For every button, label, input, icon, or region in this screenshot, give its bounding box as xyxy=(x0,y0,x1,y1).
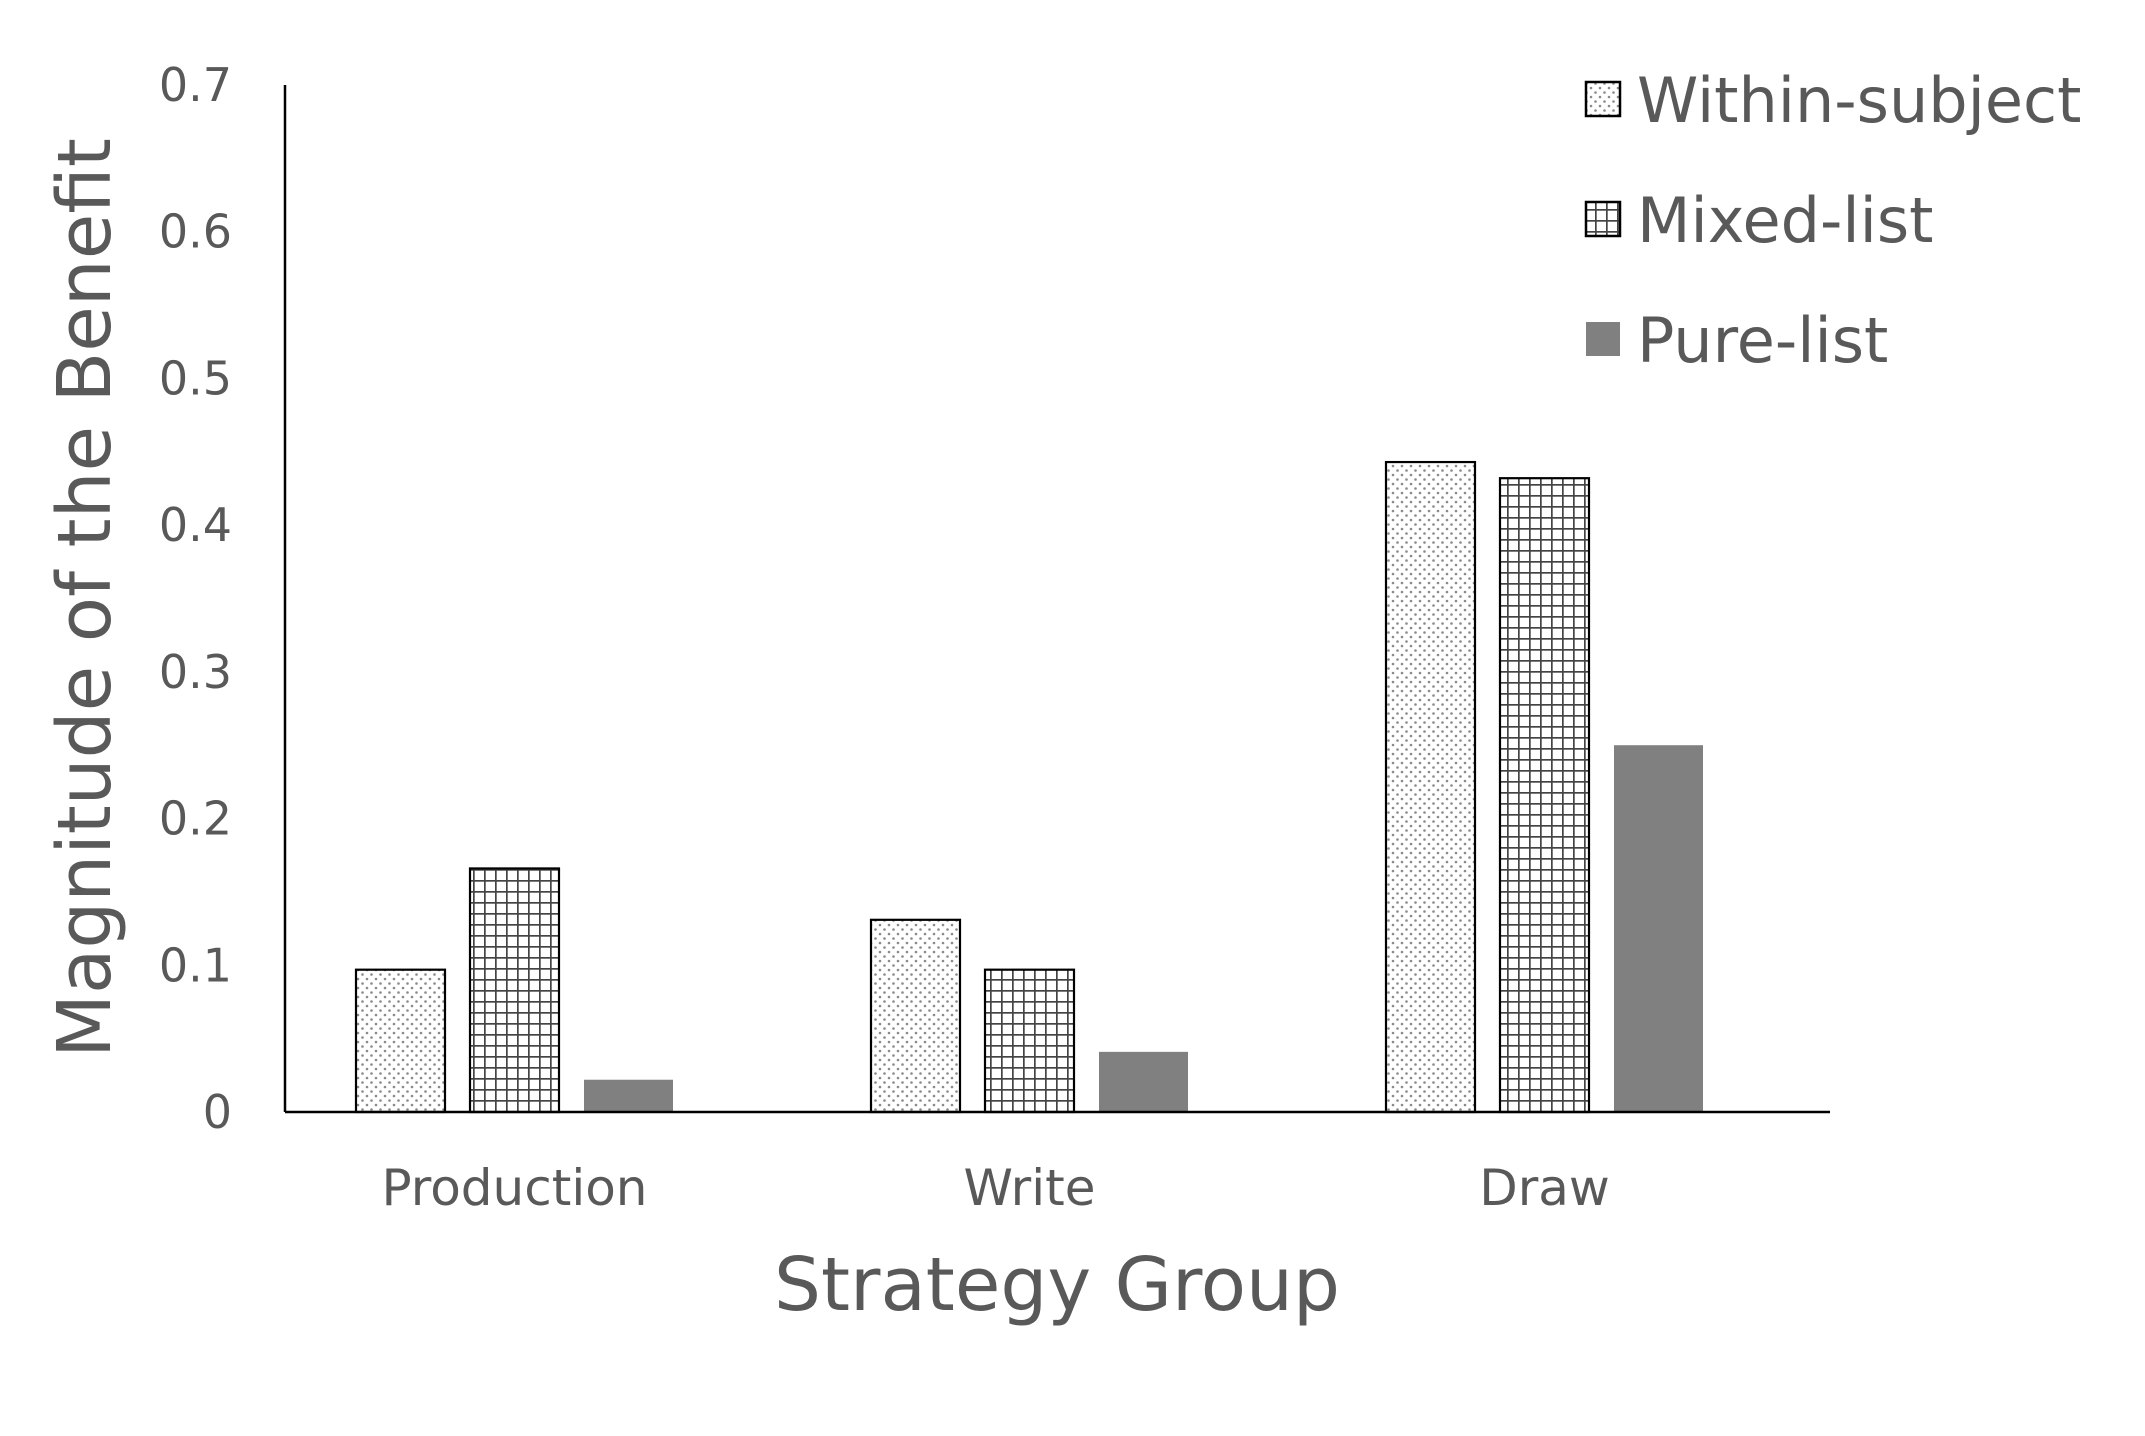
category-label-production: Production xyxy=(381,1159,647,1217)
legend-swatch-mixed-list xyxy=(1584,200,1622,238)
y-tick-label: 0.5 xyxy=(159,351,232,405)
y-tick-labels: 0 0.1 0.2 0.3 0.4 0.5 0.6 0.7 xyxy=(159,58,232,1139)
category-label-write: Write xyxy=(963,1159,1095,1217)
bar-write-within-subject xyxy=(869,918,962,1114)
bar-draw-pure-list xyxy=(1614,745,1703,1112)
y-tick-label: 0.4 xyxy=(159,498,232,552)
legend-swatch-within-subject xyxy=(1584,80,1622,118)
bar-write-mixed-list xyxy=(983,968,1076,1114)
legend-label-mixed-list: Mixed-list xyxy=(1637,184,1933,257)
bar-production-within-subject xyxy=(354,968,447,1114)
y-tick-label: 0.1 xyxy=(159,938,232,992)
bar-draw-within-subject xyxy=(1384,460,1477,1114)
y-tick-label: 0.6 xyxy=(159,205,232,259)
bar-production-mixed-list xyxy=(468,867,561,1114)
legend: Within-subject Mixed-list Pure-list xyxy=(1584,64,2081,377)
bar-production-pure-list xyxy=(584,1079,673,1112)
y-tick-label: 0.2 xyxy=(159,792,232,846)
bars xyxy=(354,460,1703,1114)
y-tick-label: 0.7 xyxy=(159,58,232,112)
y-tick-label: 0 xyxy=(203,1085,232,1139)
category-labels: Production Write Draw xyxy=(381,1159,1609,1217)
bar-write-pure-list xyxy=(1099,1051,1188,1112)
y-tick-label: 0.3 xyxy=(159,645,232,699)
legend-label-pure-list: Pure-list xyxy=(1637,304,1888,377)
legend-swatch-pure-list xyxy=(1586,322,1620,356)
category-label-draw: Draw xyxy=(1479,1159,1610,1217)
legend-label-within-subject: Within-subject xyxy=(1637,64,2081,137)
y-axis-title: Magnitude of the Benefit xyxy=(42,138,128,1058)
x-axis-title: Strategy Group xyxy=(774,1242,1340,1328)
bar-draw-mixed-list xyxy=(1498,477,1591,1114)
